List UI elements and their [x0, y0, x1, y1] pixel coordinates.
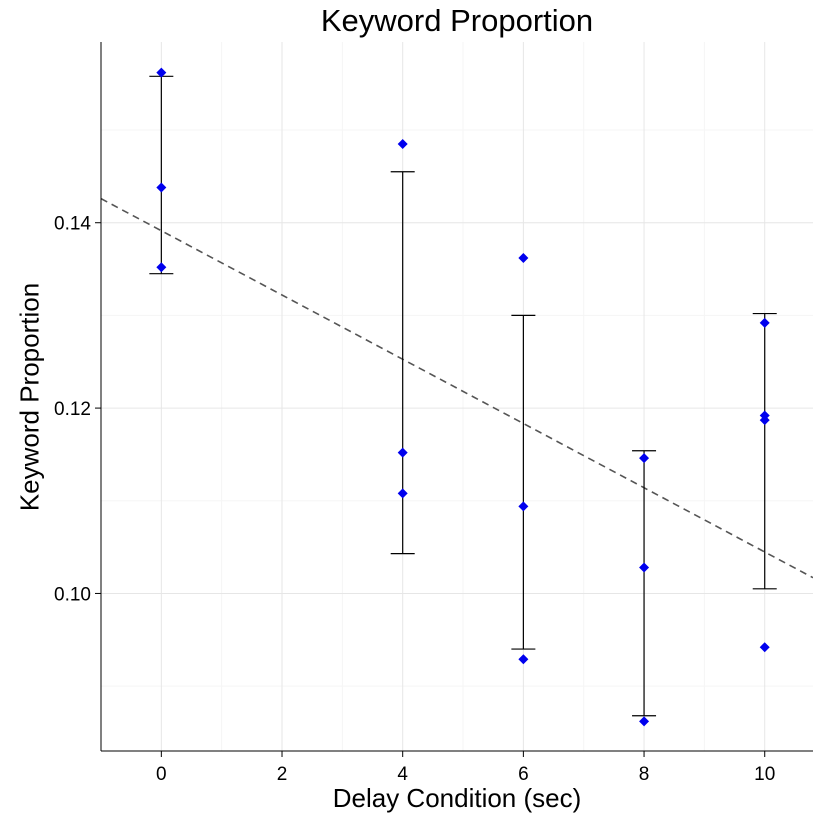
data-point: [156, 262, 167, 273]
y-tick-label: 0.14: [54, 214, 91, 235]
trend-line: [101, 197, 813, 579]
data-point: [156, 182, 167, 193]
data-point: [518, 252, 529, 263]
x-tick-label: 8: [639, 764, 650, 785]
data-point: [759, 317, 770, 328]
x-tick-label: 2: [277, 764, 288, 785]
x-tick-label: 10: [754, 764, 775, 785]
y-axis-title: Keyword Proportion: [14, 282, 45, 512]
data-point: [639, 716, 650, 727]
data-point: [759, 642, 770, 653]
data-point: [397, 138, 408, 149]
data-point: [639, 562, 650, 573]
y-tick-label: 0.12: [54, 399, 91, 420]
x-tick-label: 6: [518, 764, 529, 785]
y-tick-label: 0.10: [54, 584, 91, 605]
data-point: [518, 654, 529, 665]
data-point: [639, 453, 650, 464]
data-point: [397, 488, 408, 499]
x-tick-label: 4: [397, 764, 408, 785]
x-tick-label: 0: [156, 764, 167, 785]
data-point: [397, 447, 408, 458]
data-point: [156, 67, 167, 78]
plot-panel: [101, 42, 813, 751]
chart-title: Keyword Proportion: [320, 3, 594, 38]
x-axis-title: Delay Condition (sec): [332, 783, 582, 813]
data-point: [518, 501, 529, 512]
data-point: [759, 415, 770, 426]
